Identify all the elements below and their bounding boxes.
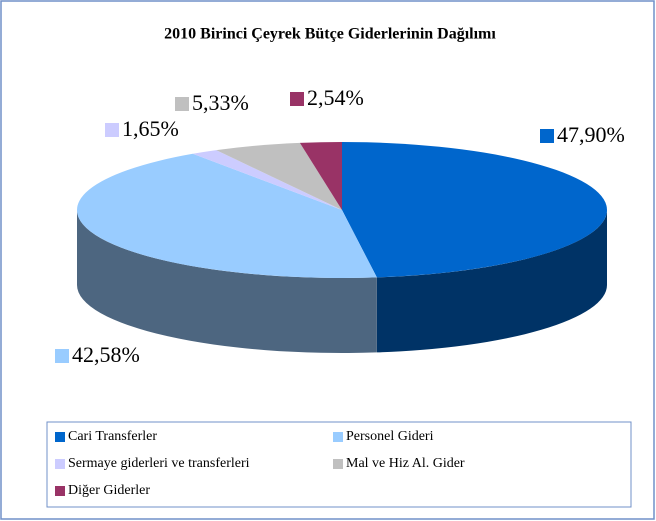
legend-label: Personel Gideri: [346, 429, 434, 444]
value-label-key: [105, 123, 119, 137]
value-label-key: [175, 97, 189, 111]
legend-key: [333, 459, 343, 469]
value-label: 47,90%: [557, 122, 625, 147]
value-label-key: [55, 349, 69, 363]
slice: [192, 150, 342, 210]
value-label-key: [540, 129, 554, 143]
slice-side: [376, 210, 607, 353]
slice: [216, 142, 342, 210]
legend-label: Mal ve Hiz Al. Gider: [346, 456, 465, 471]
legend-key: [55, 432, 65, 442]
value-label: 42,58%: [72, 342, 140, 367]
value-label-key: [290, 92, 304, 106]
slice: [342, 142, 607, 278]
value-label: 1,65%: [122, 116, 179, 141]
legend-key: [333, 432, 343, 442]
value-label: 5,33%: [192, 90, 249, 115]
legend-key: [55, 486, 65, 496]
value-label: 2,54%: [307, 85, 364, 110]
slice: [299, 142, 342, 210]
legend-key: [55, 459, 65, 469]
chart-title: 2010 Birinci Çeyrek Bütçe Giderlerinin D…: [164, 26, 496, 43]
slice: [77, 153, 377, 278]
legend-label: Sermaye giderleri ve transferleri: [68, 456, 250, 471]
legend-label: Diğer Giderler: [68, 483, 150, 498]
legend-label: Cari Transferler: [68, 429, 157, 444]
slice-side: [77, 210, 377, 353]
